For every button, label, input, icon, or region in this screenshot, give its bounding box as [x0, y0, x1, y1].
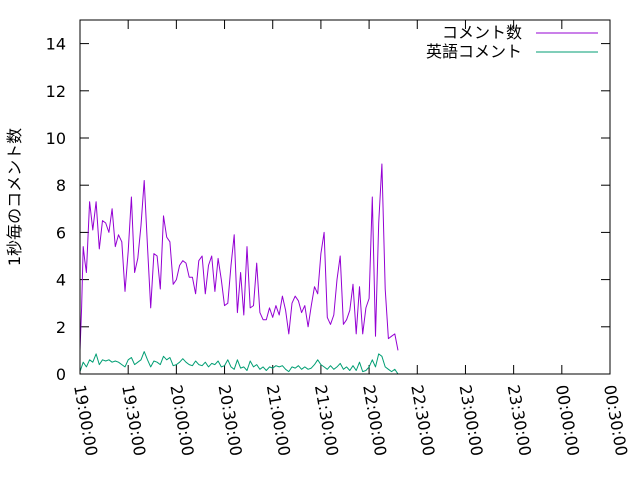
plot-frame [79, 19, 611, 375]
y-tick-label: 4 [56, 271, 66, 290]
y-tick-label: 6 [56, 223, 66, 242]
y-axis-label: 1秒毎のコメント数 [5, 128, 24, 266]
y-tick-label: 0 [56, 365, 66, 384]
series-lines [79, 163, 399, 375]
legend-label: コメント数 [442, 23, 522, 42]
x-tick-marks [79, 20, 611, 374]
y-tick-label: 2 [56, 318, 66, 337]
series-line [79, 163, 399, 351]
y-tick-label: 12 [46, 82, 66, 101]
y-tick-label: 10 [46, 129, 66, 148]
y-tick-marks [80, 43, 610, 375]
series-line [79, 351, 399, 375]
y-tick-labels: 0 2 4 6 8 10 12 14 [46, 35, 66, 384]
y-tick-label: 8 [56, 176, 66, 195]
y-tick-label: 14 [46, 35, 66, 54]
legend-label: 英語コメント [426, 42, 522, 61]
